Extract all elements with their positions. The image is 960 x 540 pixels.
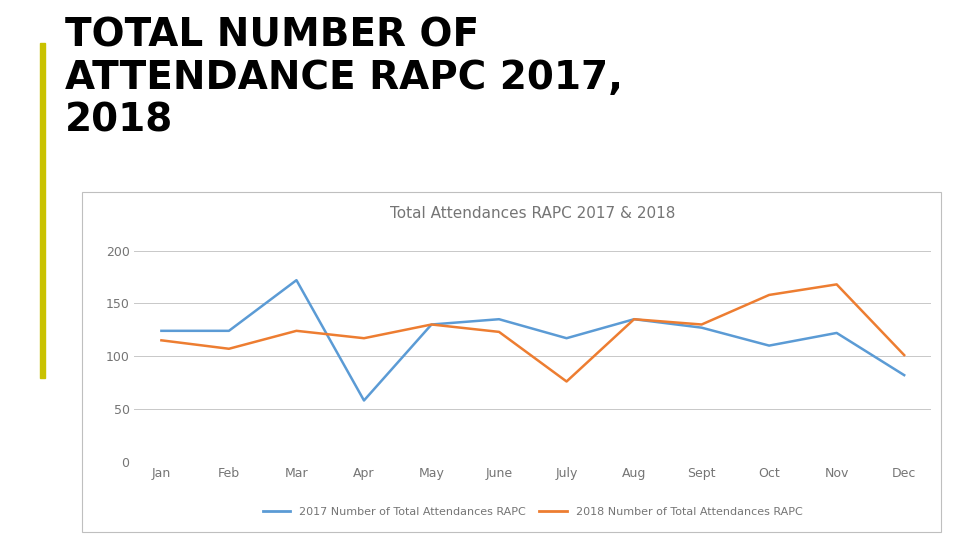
Title: Total Attendances RAPC 2017 & 2018: Total Attendances RAPC 2017 & 2018 <box>390 206 676 221</box>
Text: TOTAL NUMBER OF
ATTENDANCE RAPC 2017,
2018: TOTAL NUMBER OF ATTENDANCE RAPC 2017, 20… <box>65 16 623 139</box>
Legend: 2017 Number of Total Attendances RAPC, 2018 Number of Total Attendances RAPC: 2017 Number of Total Attendances RAPC, 2… <box>258 502 807 521</box>
Bar <box>40 43 45 378</box>
